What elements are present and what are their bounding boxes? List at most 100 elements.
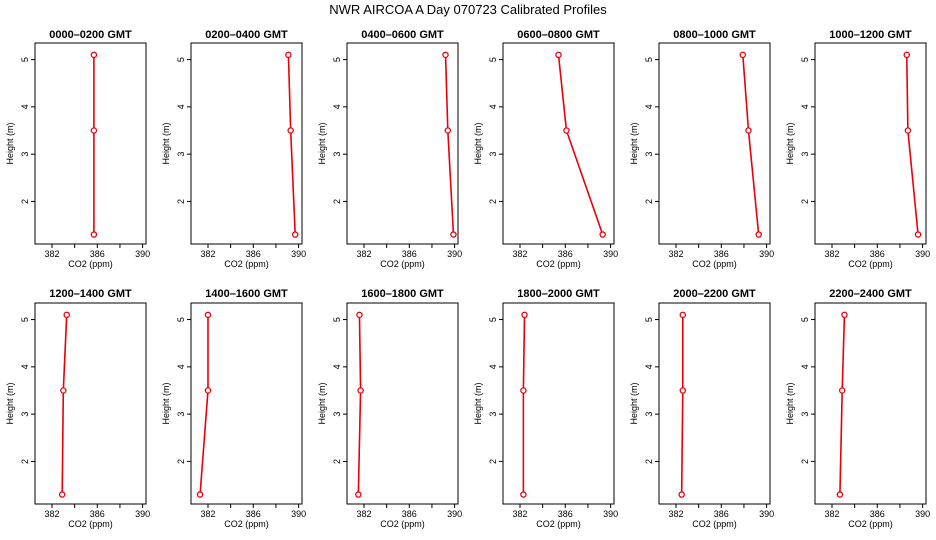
data-point (285, 51, 292, 59)
y-tick-label: 3 (332, 412, 342, 417)
y-tick-label: 3 (644, 152, 654, 157)
x-tick-label: 382 (512, 249, 527, 259)
data-point (599, 231, 606, 238)
data-point (291, 231, 299, 238)
x-tick-label: 382 (200, 249, 215, 259)
y-axis-label: Height (m) (473, 382, 483, 424)
y-tick-label: 2 (176, 199, 186, 204)
y-tick-label: 4 (332, 364, 342, 369)
y-tick-label: 4 (20, 364, 30, 369)
y-tick-label: 5 (488, 57, 498, 62)
x-axis-label: CO2 (ppm) (692, 259, 737, 269)
panel: 1400–1600 GMT 382 386 390 CO2 (ppm) 2 3 4 5 Heigh… (161, 288, 306, 529)
y-tick-label: 5 (332, 57, 342, 62)
y-axis-label: Height (m) (5, 382, 15, 424)
panel-title: 0000–0200 GMT (49, 29, 132, 41)
y-axis-label: Height (m) (161, 122, 171, 164)
y-axis-label: Height (m) (317, 382, 327, 424)
series-line (557, 54, 604, 235)
y-tick-label: 3 (176, 152, 186, 157)
plot-frame (346, 42, 459, 245)
panel-title: 1400–1600 GMT (205, 288, 288, 300)
panel: 0200–0400 GMT 382 386 390 CO2 (ppm) 2 3 4 5 Heigh… (161, 29, 306, 269)
y-tick-label: 4 (644, 104, 654, 109)
x-tick-label: 382 (44, 249, 59, 259)
series-line (839, 314, 846, 495)
y-tick-label: 4 (20, 104, 30, 109)
y-tick-label: 2 (800, 459, 810, 464)
panel-title: 1000–1200 GMT (829, 29, 912, 41)
data-point (836, 491, 844, 498)
y-tick-label: 5 (176, 317, 186, 322)
data-point (841, 311, 848, 319)
data-point (204, 387, 212, 394)
x-tick-label: 382 (200, 509, 215, 519)
x-tick-label: 390 (603, 509, 618, 519)
y-tick-label: 4 (488, 364, 498, 369)
panel-title: 1800–2000 GMT (517, 288, 600, 300)
plot-frame (502, 302, 615, 505)
data-point (442, 51, 449, 59)
y-tick-label: 3 (800, 152, 810, 157)
panel: 0000–0200 GMT 382 386 390 CO2 (ppm) 2 3 4 5 Heigh… (5, 29, 150, 269)
data-point (838, 387, 846, 394)
y-tick-label: 2 (488, 459, 498, 464)
data-point (204, 311, 212, 319)
series-line (522, 314, 526, 495)
x-axis-label: CO2 (ppm) (536, 519, 581, 529)
x-tick-label: 386 (90, 249, 105, 259)
panel: 0600–0800 GMT 382 386 390 CO2 (ppm) 2 3 4 5 Heigh… (473, 29, 618, 269)
series-line (287, 54, 297, 235)
x-axis-label: CO2 (ppm) (68, 259, 113, 269)
x-tick-label: 382 (512, 509, 527, 519)
data-point (739, 51, 747, 59)
data-point (287, 127, 294, 134)
y-tick-label: 2 (20, 459, 30, 464)
data-point (520, 491, 527, 498)
y-tick-label: 2 (332, 199, 342, 204)
x-tick-label: 382 (44, 509, 59, 519)
series-line (199, 314, 209, 495)
y-tick-label: 5 (488, 317, 498, 322)
data-point (58, 491, 66, 498)
plot-frame (346, 302, 459, 505)
x-tick-label: 390 (291, 509, 306, 519)
data-point (563, 127, 570, 134)
x-tick-label: 382 (356, 249, 371, 259)
y-tick-label: 2 (332, 459, 342, 464)
data-point (678, 491, 685, 498)
y-tick-label: 3 (332, 152, 342, 157)
panel: 1200–1400 GMT 382 386 390 CO2 (ppm) 2 3 4 5 Heigh… (5, 288, 150, 529)
x-tick-label: 390 (759, 509, 774, 519)
x-axis-label: CO2 (ppm) (536, 259, 581, 269)
x-tick-label: 386 (246, 249, 261, 259)
panel: 2200–2400 GMT 382 386 390 CO2 (ppm) 2 3 4 5 Heigh… (785, 288, 930, 529)
y-tick-label: 3 (176, 412, 186, 417)
series-line (444, 54, 455, 235)
plot-frame (658, 42, 771, 245)
x-tick-label: 386 (402, 509, 417, 519)
y-tick-label: 5 (20, 317, 30, 322)
y-tick-label: 3 (488, 412, 498, 417)
panel: 1800–2000 GMT 382 386 390 CO2 (ppm) 2 3 4 5 Heigh… (473, 288, 618, 529)
y-axis-label: Height (m) (785, 382, 795, 424)
data-point (755, 231, 762, 238)
plot-frame (814, 302, 927, 505)
x-tick-label: 390 (915, 509, 930, 519)
panel-title: 2200–2400 GMT (829, 288, 912, 300)
plot-frame (34, 302, 147, 505)
data-point (904, 127, 912, 134)
y-tick-label: 5 (20, 57, 30, 62)
series-line (905, 54, 919, 235)
series-line (742, 54, 760, 235)
y-tick-label: 4 (488, 104, 498, 109)
x-axis-label: CO2 (ppm) (692, 519, 737, 529)
plot-frame (658, 302, 771, 505)
data-point (357, 387, 364, 394)
panel: 0400–0600 GMT 382 386 390 CO2 (ppm) 2 3 4 5 Heigh… (317, 29, 462, 269)
data-point (914, 231, 922, 238)
y-axis-label: Height (m) (161, 382, 171, 424)
y-tick-label: 2 (644, 459, 654, 464)
x-tick-label: 390 (447, 249, 462, 259)
